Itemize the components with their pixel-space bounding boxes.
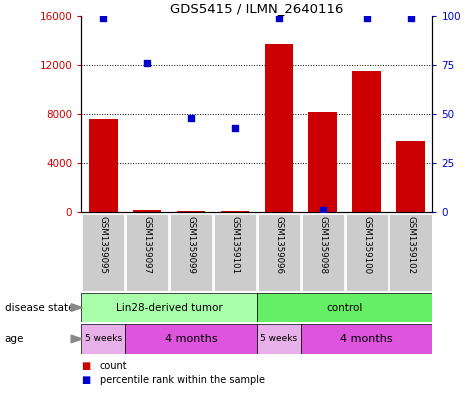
Text: count: count bbox=[100, 361, 127, 371]
Bar bbox=[214, 214, 256, 291]
Text: ■: ■ bbox=[81, 375, 91, 386]
Text: GSM1359102: GSM1359102 bbox=[406, 217, 415, 275]
Point bbox=[100, 15, 107, 21]
Bar bbox=[125, 324, 257, 354]
Bar bbox=[177, 211, 206, 212]
Bar bbox=[82, 214, 124, 291]
Point bbox=[363, 15, 370, 21]
Bar bbox=[81, 293, 257, 322]
Bar bbox=[302, 214, 344, 291]
Point bbox=[407, 15, 414, 21]
Text: 4 months: 4 months bbox=[165, 334, 218, 344]
Bar bbox=[258, 214, 300, 291]
Polygon shape bbox=[71, 304, 82, 311]
Text: GSM1359098: GSM1359098 bbox=[318, 217, 327, 274]
Text: percentile rank within the sample: percentile rank within the sample bbox=[100, 375, 265, 386]
Bar bbox=[170, 214, 212, 291]
Text: 5 weeks: 5 weeks bbox=[260, 334, 298, 343]
Point bbox=[275, 15, 283, 21]
Bar bbox=[308, 112, 337, 212]
Text: GSM1359101: GSM1359101 bbox=[231, 217, 239, 275]
Bar bbox=[257, 324, 301, 354]
Polygon shape bbox=[71, 335, 82, 343]
Bar bbox=[352, 71, 381, 212]
Text: age: age bbox=[5, 334, 24, 344]
Bar bbox=[301, 324, 432, 354]
Text: Lin28-derived tumor: Lin28-derived tumor bbox=[116, 303, 223, 312]
Bar bbox=[390, 214, 432, 291]
Point bbox=[144, 60, 151, 66]
Text: GSM1359095: GSM1359095 bbox=[99, 217, 108, 274]
Text: 4 months: 4 months bbox=[340, 334, 393, 344]
Text: 5 weeks: 5 weeks bbox=[85, 334, 122, 343]
Bar bbox=[257, 293, 432, 322]
Point bbox=[231, 125, 239, 131]
Text: GSM1359096: GSM1359096 bbox=[274, 217, 283, 274]
Text: disease state: disease state bbox=[5, 303, 74, 312]
Text: GSM1359097: GSM1359097 bbox=[143, 217, 152, 274]
Bar bbox=[126, 214, 168, 291]
Point bbox=[187, 115, 195, 121]
Text: control: control bbox=[326, 303, 363, 312]
Point bbox=[319, 207, 326, 213]
Bar bbox=[89, 119, 118, 212]
Text: GSM1359100: GSM1359100 bbox=[362, 217, 371, 275]
Title: GDS5415 / ILMN_2640116: GDS5415 / ILMN_2640116 bbox=[170, 2, 344, 15]
Bar bbox=[345, 214, 388, 291]
Bar bbox=[396, 141, 425, 212]
Bar bbox=[221, 211, 249, 212]
Text: GSM1359099: GSM1359099 bbox=[186, 217, 196, 274]
Text: ■: ■ bbox=[81, 361, 91, 371]
Bar bbox=[133, 210, 161, 212]
Bar bbox=[265, 44, 293, 212]
Bar bbox=[81, 324, 125, 354]
